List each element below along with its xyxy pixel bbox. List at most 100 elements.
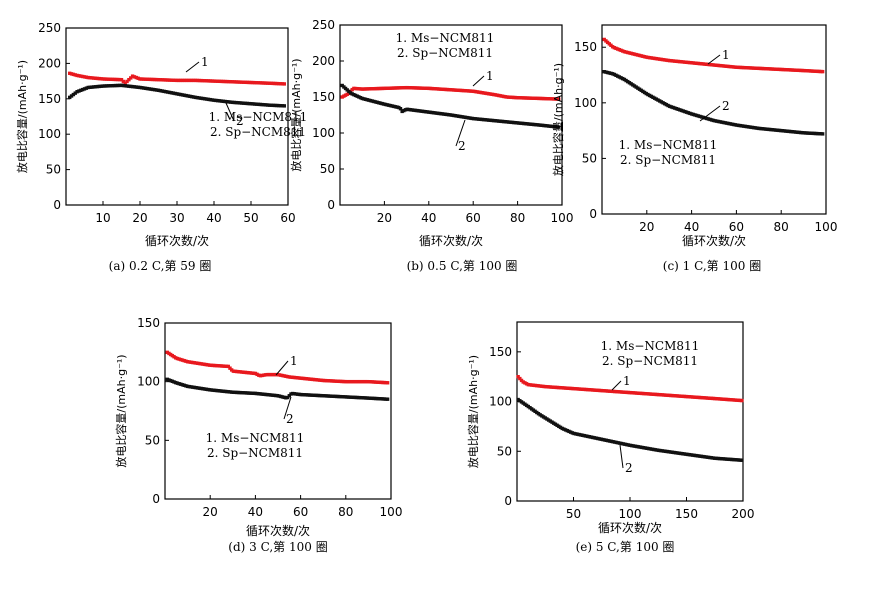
data-point [123, 81, 127, 85]
data-point [166, 90, 170, 94]
data-point [71, 72, 76, 77]
data-point [275, 81, 279, 86]
data-point [105, 84, 109, 88]
data-point [138, 77, 142, 81]
series-1 [516, 374, 744, 403]
y-tick-label: 150 [312, 90, 335, 104]
data-point [236, 101, 240, 105]
data-point [256, 102, 261, 107]
data-point [121, 83, 126, 88]
series-2 [165, 377, 390, 401]
data-point [216, 98, 220, 103]
data-point [169, 78, 174, 82]
data-point [154, 88, 159, 92]
data-point [75, 90, 79, 94]
y-tick-label: 50 [497, 444, 512, 458]
x-tick-label: 60 [280, 211, 295, 225]
y-tick-label: 100 [574, 96, 597, 110]
data-point [86, 85, 90, 90]
data-point [195, 78, 200, 83]
data-point [110, 84, 114, 88]
annotation-leader [455, 119, 466, 147]
y-axis-label: 放电比容量/(mAh·g⁻¹) [15, 60, 29, 173]
data-point [253, 102, 257, 106]
data-point [119, 77, 124, 82]
data-point [186, 94, 190, 98]
x-tick-label: 40 [684, 220, 699, 234]
series-annotation-1: 1 [290, 354, 298, 368]
x-tick-label: 20 [132, 211, 147, 225]
data-point [241, 80, 246, 84]
data-point [216, 79, 220, 83]
legend-entry-2: 2. Sp−NCM811 [210, 125, 306, 139]
data-point [241, 101, 246, 105]
data-point [385, 397, 390, 401]
data-point [97, 76, 101, 81]
data-point [68, 71, 72, 76]
data-point [169, 91, 174, 95]
annotation-leader [185, 61, 200, 73]
data-point [214, 79, 218, 83]
data-point [210, 79, 214, 83]
data-point [247, 80, 251, 85]
y-tick-label: 0 [152, 492, 160, 506]
annotation-leader [225, 102, 235, 122]
data-point [117, 77, 122, 82]
data-point [75, 73, 79, 78]
legend-entry-1: 1. Ms−NCM811 [206, 431, 305, 445]
data-point [112, 77, 116, 82]
data-point [260, 81, 264, 85]
x-tick-label: 40 [421, 211, 436, 225]
data-point [518, 376, 522, 381]
data-point [117, 83, 122, 88]
x-axis-label: 循环次数/次 [246, 523, 310, 538]
data-point [269, 81, 274, 86]
data-point [287, 394, 291, 398]
data-point [195, 95, 200, 100]
data-point [184, 78, 188, 83]
data-point [236, 80, 240, 84]
data-point [201, 78, 205, 83]
data-point [214, 98, 218, 103]
x-tick-label: 20 [639, 220, 654, 234]
series-annotation-2: 2 [236, 114, 244, 128]
panel-caption: (d) 3 C,第 100 圈 [228, 540, 327, 554]
y-tick-label: 0 [53, 198, 61, 212]
chart-panel-5: 50 100 150 200 0 50 100 150 循环次数/次 放电比容量/(mAh·g⁻¹… [466, 321, 755, 554]
data-point [234, 80, 238, 84]
data-point [80, 74, 85, 79]
data-point [179, 78, 183, 83]
x-tick-label: 50 [566, 507, 581, 521]
data-point [149, 87, 153, 91]
annotation-leader [275, 360, 289, 376]
data-point [125, 79, 129, 84]
data-point [253, 80, 257, 85]
data-point [385, 381, 390, 385]
data-point [114, 83, 118, 88]
data-point [166, 78, 170, 82]
data-point [136, 76, 140, 80]
data-point [269, 103, 274, 107]
x-tick-label: 200 [732, 507, 755, 521]
data-point [123, 84, 127, 88]
data-point [230, 80, 235, 84]
data-point [199, 96, 203, 100]
series-annotation-2: 2 [286, 412, 294, 426]
data-point [167, 90, 172, 95]
data-point [151, 87, 155, 92]
legend-entry-2: 2. Sp−NCM811 [620, 153, 716, 167]
chart-panel-3: 20 40 60 80 100 0 50 100 150 循环次数/次 放电比容量/(mAh·g⁻¹… [551, 24, 837, 273]
data-point [95, 84, 100, 89]
y-axis-label: 放电比容量/(mAh·g⁻¹) [114, 354, 128, 467]
data-point [186, 78, 190, 83]
data-point [177, 78, 181, 83]
x-tick-label: 150 [675, 507, 698, 521]
data-point [125, 84, 129, 88]
x-tick-label: 100 [380, 505, 403, 519]
y-tick-label: 100 [137, 375, 160, 389]
data-point [116, 83, 120, 88]
data-point [69, 72, 74, 76]
data-point [171, 91, 175, 95]
data-point [516, 374, 520, 379]
y-tick-label: 0 [504, 494, 512, 508]
